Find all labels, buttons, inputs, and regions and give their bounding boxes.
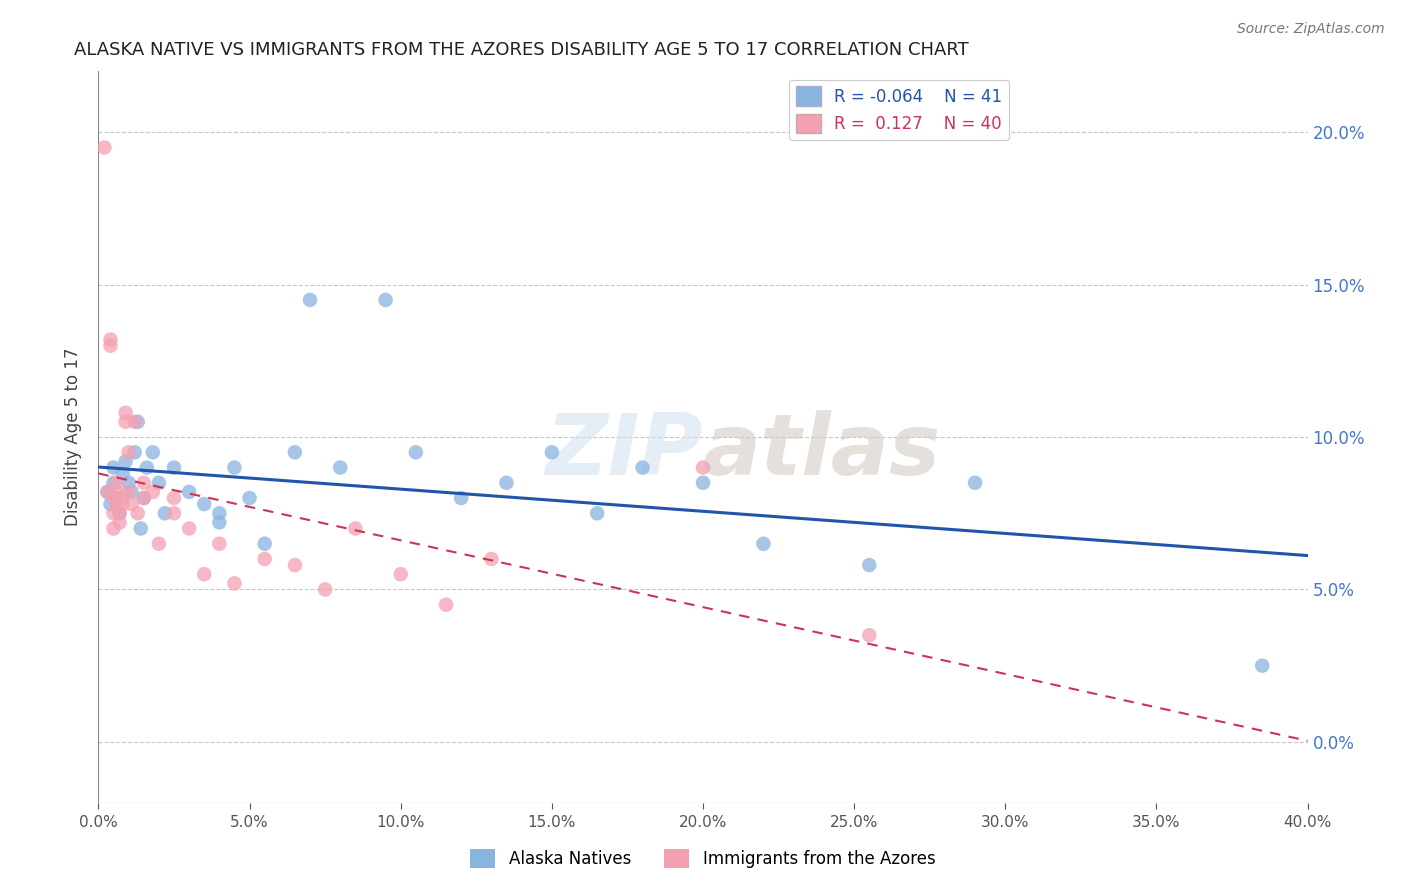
Point bbox=[163, 460, 186, 475]
Y-axis label: Disability Age 5 to 17: Disability Age 5 to 17 bbox=[65, 348, 83, 526]
Point bbox=[344, 521, 367, 535]
Point bbox=[253, 537, 276, 551]
Point bbox=[93, 140, 115, 154]
Point bbox=[148, 475, 170, 490]
Point bbox=[858, 628, 880, 642]
Point bbox=[121, 497, 143, 511]
Point bbox=[108, 506, 131, 520]
Point bbox=[105, 491, 128, 505]
Point bbox=[105, 497, 128, 511]
Text: Source: ZipAtlas.com: Source: ZipAtlas.com bbox=[1237, 22, 1385, 37]
Point bbox=[405, 445, 427, 459]
Point bbox=[124, 445, 146, 459]
Point bbox=[103, 521, 125, 535]
Point bbox=[118, 485, 141, 500]
Point bbox=[163, 491, 186, 505]
Point bbox=[132, 475, 155, 490]
Point bbox=[208, 537, 231, 551]
Point bbox=[179, 485, 201, 500]
Point bbox=[124, 415, 146, 429]
Point bbox=[96, 485, 118, 500]
Point bbox=[1251, 658, 1274, 673]
Point bbox=[127, 506, 149, 520]
Point bbox=[96, 485, 118, 500]
Point bbox=[142, 485, 165, 500]
Point bbox=[858, 558, 880, 573]
Point bbox=[114, 415, 136, 429]
Point bbox=[135, 460, 157, 475]
Point bbox=[121, 485, 143, 500]
Point bbox=[118, 445, 141, 459]
Point bbox=[193, 497, 215, 511]
Point bbox=[224, 576, 246, 591]
Point bbox=[103, 460, 125, 475]
Point bbox=[299, 293, 322, 307]
Point bbox=[111, 467, 134, 481]
Point bbox=[132, 491, 155, 505]
Point bbox=[100, 339, 122, 353]
Point bbox=[965, 475, 987, 490]
Point bbox=[100, 497, 122, 511]
Point bbox=[481, 552, 503, 566]
Legend: Alaska Natives, Immigrants from the Azores: Alaska Natives, Immigrants from the Azor… bbox=[464, 842, 942, 875]
Point bbox=[586, 506, 609, 520]
Text: atlas: atlas bbox=[703, 410, 941, 493]
Point bbox=[692, 460, 714, 475]
Point bbox=[105, 485, 128, 500]
Point bbox=[284, 445, 307, 459]
Point bbox=[111, 491, 134, 505]
Point bbox=[108, 516, 131, 530]
Point bbox=[208, 516, 231, 530]
Point bbox=[239, 491, 262, 505]
Point bbox=[153, 506, 176, 520]
Point bbox=[163, 506, 186, 520]
Point bbox=[132, 491, 155, 505]
Point bbox=[108, 506, 131, 520]
Text: ALASKA NATIVE VS IMMIGRANTS FROM THE AZORES DISABILITY AGE 5 TO 17 CORRELATION C: ALASKA NATIVE VS IMMIGRANTS FROM THE AZO… bbox=[75, 41, 969, 59]
Point bbox=[103, 491, 125, 505]
Point bbox=[193, 567, 215, 582]
Point bbox=[103, 475, 125, 490]
Point bbox=[105, 475, 128, 490]
Point bbox=[179, 521, 201, 535]
Point bbox=[495, 475, 517, 490]
Point bbox=[389, 567, 412, 582]
Point bbox=[118, 475, 141, 490]
Point bbox=[692, 475, 714, 490]
Point bbox=[752, 537, 775, 551]
Point bbox=[208, 506, 231, 520]
Point bbox=[314, 582, 336, 597]
Point bbox=[540, 445, 562, 459]
Point bbox=[224, 460, 246, 475]
Point bbox=[329, 460, 352, 475]
Point bbox=[111, 497, 134, 511]
Point bbox=[450, 491, 472, 505]
Point bbox=[374, 293, 396, 307]
Point bbox=[148, 537, 170, 551]
Point bbox=[142, 445, 165, 459]
Point bbox=[103, 506, 125, 520]
Point bbox=[127, 415, 149, 429]
Point bbox=[114, 406, 136, 420]
Point bbox=[129, 521, 152, 535]
Point bbox=[284, 558, 307, 573]
Point bbox=[253, 552, 276, 566]
Point bbox=[631, 460, 654, 475]
Point bbox=[434, 598, 457, 612]
Legend: R = -0.064    N = 41, R =  0.127    N = 40: R = -0.064 N = 41, R = 0.127 N = 40 bbox=[789, 79, 1010, 140]
Point bbox=[114, 454, 136, 468]
Text: ZIP: ZIP bbox=[546, 410, 703, 493]
Point bbox=[100, 333, 122, 347]
